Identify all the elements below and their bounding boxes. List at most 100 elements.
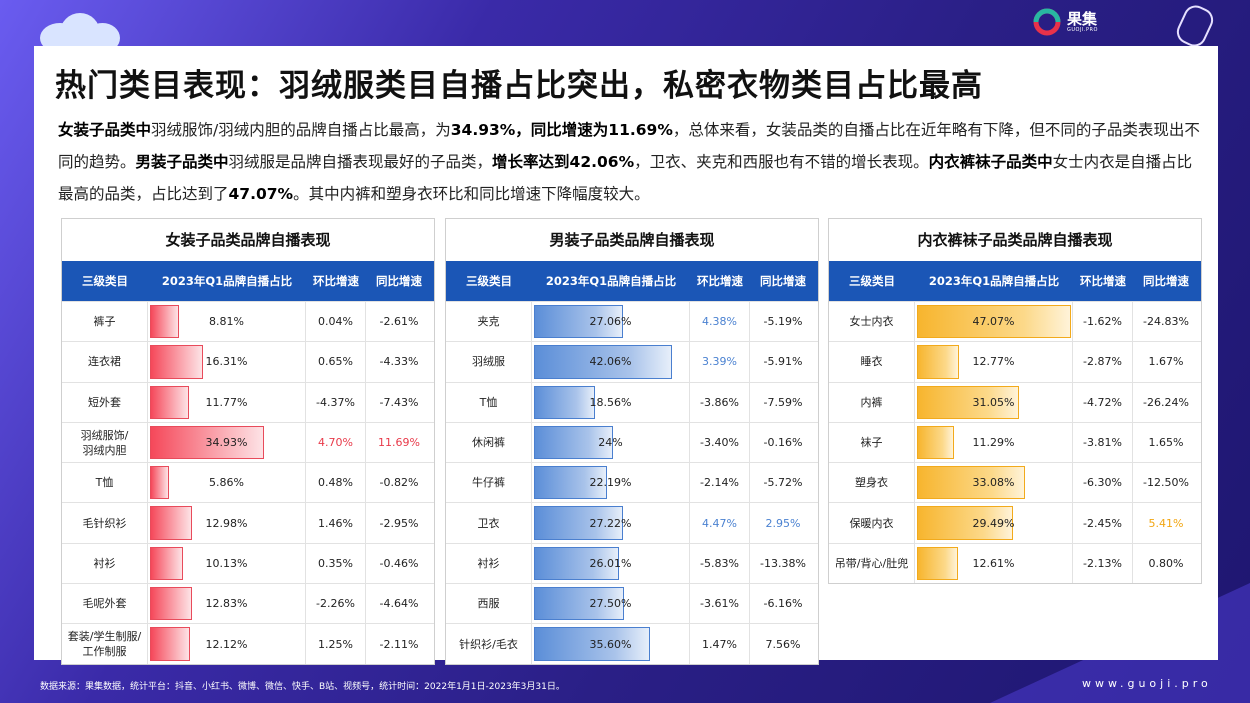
mom-growth-cell: 1.46% [306,503,366,543]
share-bar [917,425,954,460]
column-header: 同比增速 [376,274,422,288]
share-value: 24% [598,436,623,450]
table-row: 夹克 27.06% 4.38% -5.19% [446,301,818,342]
table-row: 保暖内衣 29.49% -2.45% 5.41% [829,502,1201,543]
logo-name-en: GUOJI.PRO [1067,26,1098,33]
category-cell: 连衣裙 [62,342,148,382]
yoy-growth-cell: 2.95% [765,516,801,530]
yoy-growth-cell: -4.33% [379,355,419,369]
category-cell: 休闲裤 [446,422,532,463]
logo-icon [1033,8,1061,36]
share-value: 29.49% [972,516,1015,530]
column-header: 2023年Q1品牌自播占比 [161,274,293,288]
yoy-growth-cell: -5.72% [763,476,803,490]
share-value: 26.01% [589,556,632,570]
yoy-growth-cell: -6.16% [763,597,803,611]
category-cell: 夹克 [446,302,532,342]
mom-growth-cell: -4.37% [306,382,366,422]
column-header: 环比增速 [697,274,743,288]
yoy-growth-cell: -26.24% [1143,395,1189,409]
share-cell: 12.77% [915,342,1073,382]
table-row: 西服 27.50% -3.61% -6.16% [446,583,818,624]
share-value: 5.86% [209,476,244,490]
share-bar [534,305,623,339]
table-row: 羽绒服饰/ 羽绒内胆 34.93% 4.70% 11.69% [62,421,434,463]
category-cell: 塑身衣 [829,463,915,503]
category-cell: 牛仔裤 [446,463,532,503]
yoy-growth-cell: 5.41% [1148,516,1184,530]
yoy-growth-cell: -13.38% [760,556,806,570]
category-cell: 西服 [446,584,532,624]
yoy-growth-cell: -12.50% [1143,476,1189,490]
mom-growth-cell: 1.25% [306,624,366,664]
share-cell: 22.19% [532,463,690,503]
share-cell: 12.61% [915,543,1073,584]
share-cell: 34.93% [148,422,306,463]
paragraph-text: 女士内衣是自播占比最高的品类，占比达到了 [58,153,1193,203]
column-header: 同比增速 [760,274,806,288]
share-cell: 16.31% [148,342,306,382]
mom-growth-cell: -2.45% [1073,503,1133,543]
mom-growth-cell: -3.61% [690,584,750,624]
table-header: 三级类目 2023年Q1品牌自播占比 环比增速 同比增速 [62,261,434,301]
yoy-growth-cell: -2.95% [379,516,419,530]
share-cell: 11.77% [148,382,306,422]
share-cell: 12.83% [148,584,306,624]
mom-growth-cell: -6.30% [1073,463,1133,503]
table-row: 针织衫/毛衣 35.60% 1.47% 7.56% [446,623,818,664]
share-bar [150,587,192,621]
category-cell: 睡衣 [829,342,915,382]
category-cell: T恤 [62,463,148,503]
column-header: 2023年Q1品牌自播占比 [545,274,677,288]
table-row: 裤子 8.81% 0.04% -2.61% [62,301,434,342]
data-source-note: 数据来源：果集数据，统计平台：抖音、小红书、微博、微信、快手、B站、视频号，统计… [40,682,565,692]
mom-growth-cell: 0.65% [306,342,366,382]
mom-growth-cell: -1.62% [1073,302,1133,342]
share-cell: 31.05% [915,382,1073,422]
category-cell: 衬衫 [446,543,532,584]
yoy-growth-cell: -5.19% [763,315,803,329]
table-title: 内衣裤袜子品类品牌自播表现 [917,231,1113,249]
category-cell: 女士内衣 [829,302,915,342]
logo-name-cn: 果集 [1067,9,1098,28]
paragraph-highlight: 内衣裤袜子品类中 [928,153,1053,171]
share-cell: 35.60% [532,624,690,664]
table-row: 卫衣 27.22% 4.47% 2.95% [446,502,818,543]
share-value: 12.98% [205,516,248,530]
paragraph-highlight: 34.93%，同比增速为11.69% [450,121,673,139]
column-header: 三级类目 [849,273,895,288]
mom-growth-cell: -3.86% [690,382,750,422]
yoy-growth-cell: 1.65% [1148,436,1184,450]
table-header: 三级类目 2023年Q1品牌自播占比 环比增速 同比增速 [446,261,818,301]
share-cell: 27.22% [532,503,690,543]
share-value: 8.81% [209,315,244,329]
table-row: 女士内衣 47.07% -1.62% -24.83% [829,301,1201,342]
website-url: www.guoji.pro [1082,677,1212,690]
share-bar [917,385,1019,419]
yoy-growth-cell: -7.43% [379,395,419,409]
summary-paragraph: 女装子品类中羽绒服饰/羽绒内胆的品牌自播占比最高，为34.93%，同比增速为11… [58,114,1204,210]
mom-growth-cell: -2.14% [690,463,750,503]
table-row: 吊带/背心/肚兜 12.61% -2.13% 0.80% [829,542,1201,584]
table-row: 睡衣 12.77% -2.87% 1.67% [829,341,1201,382]
share-cell: 5.86% [148,463,306,503]
yoy-growth-cell: -2.61% [379,315,419,329]
share-bar [150,385,189,419]
page-title: 热门类目表现：羽绒服类目自播占比突出，私密衣物类目占比最高 [55,68,983,104]
column-header: 三级类目 [82,273,128,288]
share-cell: 27.50% [532,584,690,624]
paragraph-highlight: 47.07% [228,185,294,203]
share-value: 42.06% [589,355,632,369]
category-cell: 羽绒服饰/ 羽绒内胆 [62,422,148,463]
share-bar [534,506,623,540]
mom-growth-cell: -2.87% [1073,342,1133,382]
category-cell: 保暖内衣 [829,503,915,543]
table-row: 短外套 11.77% -4.37% -7.43% [62,381,434,422]
brand-logo: 果集 GUOJI.PRO [1033,8,1098,36]
share-value: 12.61% [972,556,1015,570]
column-header: 环比增速 [1080,274,1126,288]
table-row: T恤 18.56% -3.86% -7.59% [446,381,818,422]
yoy-growth-cell: -5.91% [763,355,803,369]
yoy-growth-cell: -0.82% [379,476,419,490]
category-cell: 毛呢外套 [62,584,148,624]
